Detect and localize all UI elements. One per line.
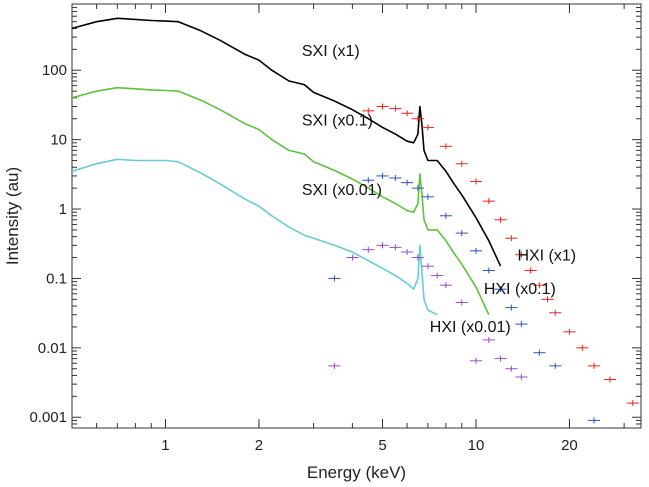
y-tick-label: 1 bbox=[59, 201, 67, 218]
series-annotation: HXI (x1) bbox=[517, 248, 576, 265]
y-tick-label: 0.001 bbox=[29, 409, 67, 426]
y-tick-label: 0.1 bbox=[46, 270, 67, 287]
x-tick-label: 5 bbox=[378, 437, 386, 454]
series-layer bbox=[71, 17, 639, 424]
y-tick-label: 0.01 bbox=[38, 340, 67, 357]
y-tick-label: 100 bbox=[42, 62, 67, 79]
series-line-sxi-x1 bbox=[71, 17, 502, 267]
y-tick-label: 10 bbox=[50, 132, 67, 149]
x-tick-label: 2 bbox=[255, 437, 263, 454]
series-annotation: HXI (x0.1) bbox=[484, 281, 556, 298]
x-tick-label: 1 bbox=[161, 437, 169, 454]
series-line-sxi-x0-1 bbox=[71, 86, 490, 316]
annotation-layer: SXI (x1) SXI (x0.1) SXI (x0.01) HXI (x1) HXI… bbox=[302, 43, 576, 336]
series-annotation: SXI (x0.01) bbox=[302, 182, 382, 199]
series-annotation: SXI (x0.1) bbox=[302, 112, 373, 129]
x-axis-title: Energy (keV) bbox=[307, 463, 406, 482]
series-line-sxi-x0-01 bbox=[71, 158, 438, 316]
x-tick-label: 20 bbox=[561, 437, 578, 454]
x-tick-label: 10 bbox=[468, 437, 485, 454]
series-annotation: HXI (x0.01) bbox=[430, 319, 511, 336]
ticks-layer: 1 2 5 10 20 0.001 0.01 0.1 1 10 100 bbox=[29, 3, 641, 454]
y-axis-title: Intensity (au) bbox=[3, 167, 22, 265]
series-annotation: SXI (x1) bbox=[302, 43, 360, 60]
